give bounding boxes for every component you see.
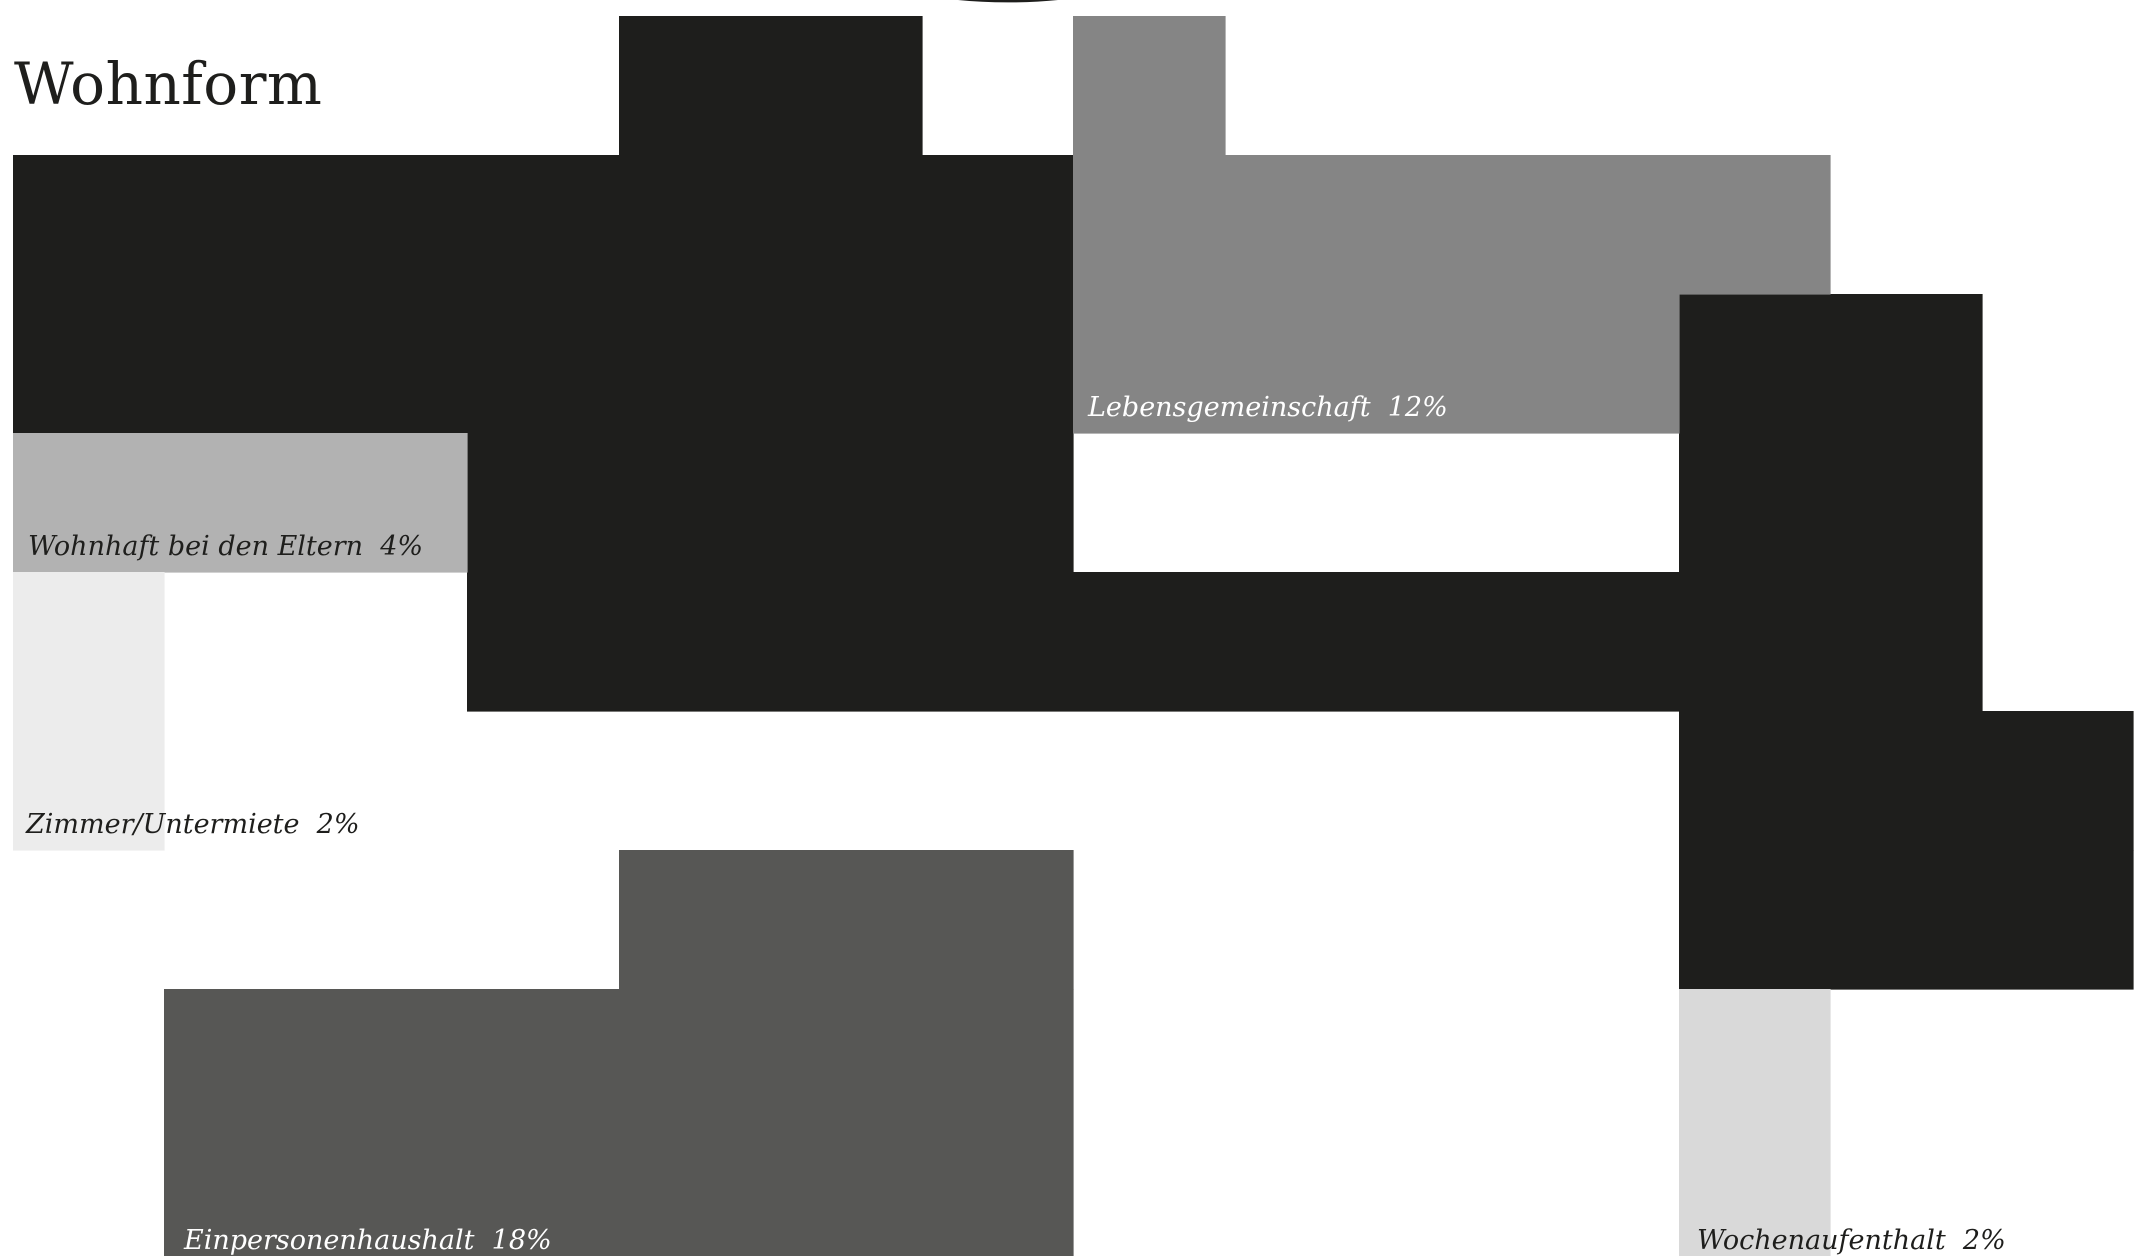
category-label-wohngemeinschaft: Wohngemeinschaft 62% [484,809,822,840]
treemap-cell-einpersonenhaushalt-2 [164,989,1074,1256]
treemap-block-zimmer-untermiete [13,572,165,851]
treemap-cell-zimmer-untermiete-1 [13,572,165,851]
treemap-cell-wohnhaft-bei-den-eltern-1 [13,433,468,573]
category-label-wohnhaft-bei-den-eltern: Wohnhaft bei den Eltern 4% [28,531,423,562]
treemap-cell-wohngemeinschaft-6 [1982,711,2134,851]
category-label-lebensgemeinschaft: Lebensgemeinschaft 12% [1087,392,1448,423]
category-label-wochenaufenthalt: Wochenaufenthalt 2% [1697,1225,2006,1256]
treemap-block-wohngemeinschaft [13,16,2134,990]
treemap-cell-wohngemeinschaft-5 [1679,294,1983,851]
treemap-cell-wohngemeinschaft-7 [1679,850,2134,990]
treemap-block-wochenaufenthalt [1679,989,1831,1256]
treemap-cell-lebensgemeinschaft-2 [1073,155,1831,295]
treemap-cell-lebensgemeinschaft-3 [1073,294,1680,434]
treemap-cell-wochenaufenthalt-1 [1679,989,1831,1256]
treemap-cell-einpersonenhaushalt-1 [619,850,1074,990]
category-label-einpersonenhaushalt: Einpersonenhaushalt 18% [183,1225,552,1256]
treemap-block-wohnhaft-bei-den-eltern [13,433,468,573]
treemap-cell-wohngemeinschaft-4 [467,572,1680,712]
treemap-cell-wohngemeinschaft-1 [619,16,923,156]
treemap-cell-wohngemeinschaft-3 [467,433,1074,573]
category-label-zimmer-untermiete: Zimmer/Untermiete 2% [25,809,360,840]
treemap-block-einpersonenhaushalt [164,850,1074,1256]
treemap-cell-wohngemeinschaft-2 [13,155,1074,434]
treemap-block-lebensgemeinschaft [1073,16,1831,434]
treemap-cell-lebensgemeinschaft-1 [1073,16,1226,156]
chart-title: Wohnform [14,50,323,118]
top-arc-decoration [958,0,1058,3]
